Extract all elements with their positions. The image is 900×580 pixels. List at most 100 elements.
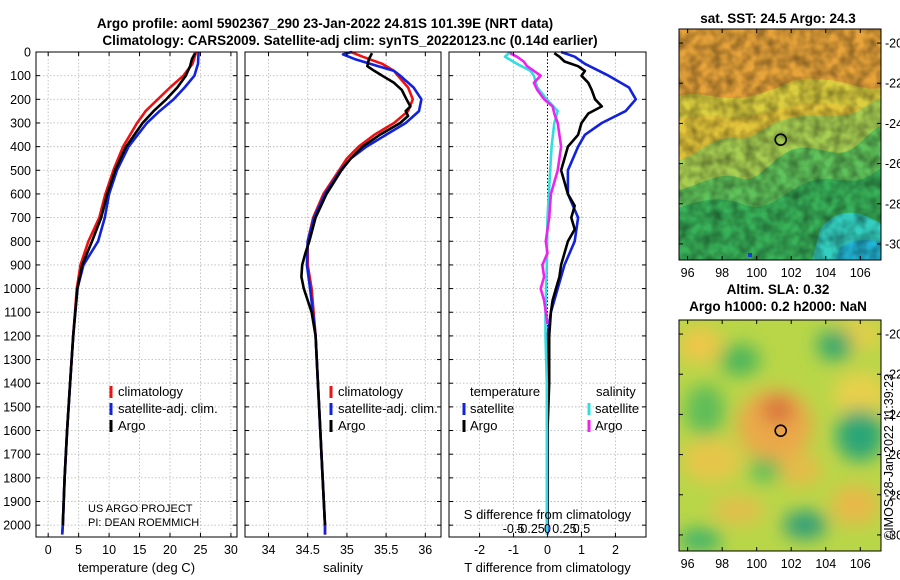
map-y-tick-label: -20 — [885, 328, 900, 342]
y-tick-label: 900 — [10, 258, 31, 272]
map-y-tick-label: -28 — [885, 488, 900, 502]
series-line-salinity-satellite — [503, 51, 560, 535]
map-y-tick-label: -22 — [885, 368, 900, 382]
sla-map-axes: 96 98 100 102 104 106 -20 -22 -24 -26 -28 -30 — [678, 319, 900, 571]
series-line-climatology — [60, 51, 198, 535]
map-x-tick-label: 102 — [781, 266, 802, 280]
legend-label-s-satellite: satellite — [595, 401, 639, 416]
difference-panel: -2 -1 0 1 2 T difference from climatology S di… — [448, 50, 647, 575]
series-line-argo — [61, 52, 197, 526]
x-tick-label: 35.5 — [374, 543, 398, 557]
sst-map-image — [679, 29, 881, 260]
map-y-tick-label: -26 — [885, 448, 900, 462]
legend-label-climatology: climatology — [118, 384, 184, 399]
x-axis-label: T difference from climatology — [464, 560, 631, 575]
imos-timestamp: ©IMOS 28-Jan-2022 11:39:23 — [882, 374, 896, 540]
x-tick-label: 36 — [418, 543, 432, 557]
map-x-tick-label: 100 — [746, 266, 767, 280]
legend-label-t-argo: Argo — [470, 418, 497, 433]
sst-map-title: sat. SST: 24.5 Argo: 24.3 — [700, 11, 856, 26]
y-tick-label: 500 — [10, 164, 31, 178]
y-tick-label: 0 — [24, 46, 31, 60]
map-x-tick-label: 106 — [850, 557, 871, 571]
map-y-tick-label: -24 — [885, 408, 900, 422]
x-axis-label: salinity — [323, 560, 363, 575]
legend-label-argo: Argo — [118, 418, 145, 433]
map-x-tick-label: 100 — [746, 557, 767, 571]
legend-label-s-argo: Argo — [595, 418, 622, 433]
series-line-temperature-argo — [546, 52, 604, 526]
y-tick-label: 1900 — [3, 495, 31, 509]
map-x-tick-label: 96 — [681, 266, 695, 280]
y-tick-label: 1400 — [3, 377, 31, 391]
y-tick-label: 100 — [10, 69, 31, 83]
series-line-temperature-satellite — [546, 50, 638, 535]
salinity-panel: 34 34.5 35 35.5 36 salinity — [244, 50, 442, 575]
map-y-tick-label: -28 — [885, 197, 900, 211]
x-tick-label: 34.5 — [296, 543, 320, 557]
x-tick-label: 0 — [45, 543, 52, 557]
x-axis-label: temperature (deg C) — [78, 560, 195, 575]
y-tick-label: 400 — [10, 140, 31, 154]
y-tick-label: 1300 — [3, 353, 31, 367]
temperature-legend: climatology satellite-adj. clim. Argo — [109, 384, 218, 433]
legend-label-argo: Argo — [338, 418, 365, 433]
map-x-tick-label: 98 — [715, 266, 729, 280]
figure-title-line2: Climatology: CARS2009. Satellite-adj cli… — [102, 33, 597, 48]
x-tick-label: 2 — [612, 543, 619, 557]
map-y-tick-label: -20 — [885, 37, 900, 51]
temperature-panel: 0100200300400500600700800900100011001200… — [3, 46, 238, 576]
y-tick-label: 2000 — [3, 519, 31, 533]
map-y-tick-label: -30 — [885, 237, 900, 251]
x-tick-label: 35 — [340, 543, 354, 557]
series-line-satellite-adj-clim- — [60, 51, 200, 535]
x-tick-label-secondary: 0.5 — [573, 522, 590, 536]
map-x-tick-label: 106 — [850, 266, 871, 280]
sla-map-title: Altim. SLA: 0.32 — [727, 282, 830, 297]
credit-line1: US ARGO PROJECT — [88, 503, 193, 515]
y-tick-label: 300 — [10, 116, 31, 130]
x-tick-label: 0 — [544, 543, 551, 557]
sla-map-subtitle: Argo h1000: 0.2 h2000: NaN — [689, 299, 867, 314]
y-tick-label: 800 — [10, 235, 31, 249]
map-y-tick-label: -22 — [885, 77, 900, 91]
map-y-tick-label: -30 — [885, 528, 900, 542]
x-tick-label-secondary: 0 — [544, 522, 551, 536]
x-tick-label: 10 — [102, 543, 116, 557]
map-x-tick-label: 98 — [715, 557, 729, 571]
sst-map-axes: 96 98 100 102 104 106 -20 -22 -24 -26 -28 -30 — [678, 28, 900, 280]
series-line-satellite-adj-clim- — [305, 50, 423, 535]
y-tick-label: 200 — [10, 93, 31, 107]
legend-label-t-satellite: satellite — [470, 401, 514, 416]
map-frame — [678, 319, 882, 552]
map-frame — [678, 28, 882, 261]
map-x-tick-label: 102 — [781, 557, 802, 571]
x-tick-label: -1 — [508, 543, 519, 557]
x-tick-label: -2 — [474, 543, 485, 557]
x-axis-label-secondary: S difference from climatology — [464, 507, 632, 522]
y-tick-label: 1200 — [3, 329, 31, 343]
y-tick-label: 600 — [10, 187, 31, 201]
map-x-tick-label: 96 — [681, 557, 695, 571]
legend-title-temperature: temperature — [470, 384, 540, 399]
x-tick-label: 1 — [578, 543, 585, 557]
x-tick-label-secondary: 0.25 — [552, 522, 576, 536]
series-line-salinity-argo — [509, 52, 563, 325]
argo-location-marker — [774, 133, 787, 146]
plot-frame — [244, 51, 442, 538]
argo-location-marker — [774, 424, 787, 437]
plot-frame — [35, 51, 238, 538]
x-tick-label: 20 — [163, 543, 177, 557]
y-tick-label: 1700 — [3, 448, 31, 462]
x-tick-label: 25 — [194, 543, 208, 557]
x-tick-label-secondary: -0.25 — [516, 522, 545, 536]
y-tick-label: 1100 — [4, 306, 31, 320]
figure-title-line1: Argo profile: aoml 5902367_290 23-Jan-20… — [97, 16, 553, 31]
salinity-legend: climatology satellite-adj. clim. Argo — [329, 384, 438, 433]
x-tick-label: 5 — [75, 543, 82, 557]
map-x-tick-label: 104 — [815, 557, 836, 571]
x-tick-label-secondary: -0.5 — [503, 522, 525, 536]
x-tick-label: 34 — [262, 543, 276, 557]
map-y-tick-label: -26 — [885, 157, 900, 171]
